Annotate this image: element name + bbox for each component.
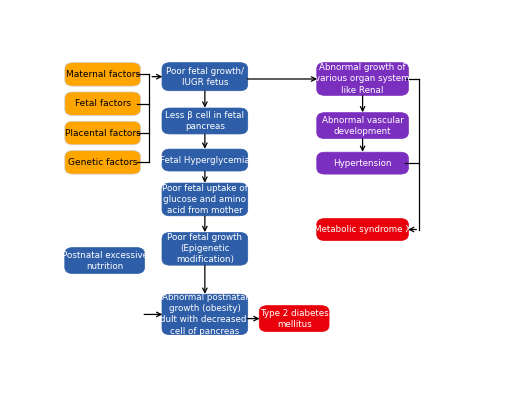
FancyBboxPatch shape: [317, 152, 409, 174]
Text: Fetal Hyperglycemia: Fetal Hyperglycemia: [160, 156, 250, 164]
Text: Postnatal excessive
nutrition: Postnatal excessive nutrition: [61, 251, 147, 271]
FancyBboxPatch shape: [65, 151, 141, 174]
Text: Genetic factors: Genetic factors: [68, 158, 137, 167]
Text: Abnormal growth of
various organ system
like Renal: Abnormal growth of various organ system …: [315, 63, 410, 95]
FancyBboxPatch shape: [65, 92, 141, 115]
FancyBboxPatch shape: [162, 149, 248, 171]
Text: Fetal factors: Fetal factors: [75, 99, 131, 108]
FancyBboxPatch shape: [317, 63, 409, 95]
FancyBboxPatch shape: [162, 233, 248, 265]
Text: Hypertension: Hypertension: [333, 159, 392, 168]
Text: Maternal factors: Maternal factors: [66, 70, 140, 79]
Text: Metabolic syndrome X: Metabolic syndrome X: [314, 225, 411, 234]
Text: Poor fetal growth
(Epigenetic
modification): Poor fetal growth (Epigenetic modificati…: [167, 233, 242, 264]
Text: Poor fetal growth/
IUGR fetus: Poor fetal growth/ IUGR fetus: [166, 67, 244, 87]
Text: Abnormal postnatal
growth (obesity)
Adult with decreased β
cell of pancreas: Abnormal postnatal growth (obesity) Adul…: [155, 293, 255, 336]
FancyBboxPatch shape: [162, 108, 248, 134]
FancyBboxPatch shape: [65, 63, 141, 86]
FancyBboxPatch shape: [65, 121, 141, 145]
FancyBboxPatch shape: [65, 247, 144, 273]
FancyBboxPatch shape: [162, 183, 248, 216]
FancyBboxPatch shape: [317, 113, 409, 139]
FancyBboxPatch shape: [317, 219, 409, 241]
Text: Placental factors: Placental factors: [65, 129, 141, 138]
FancyBboxPatch shape: [162, 63, 248, 91]
Text: Less β cell in fetal
pancreas: Less β cell in fetal pancreas: [165, 111, 244, 131]
Text: Poor fetal uptake of
glucose and amino
acid from mother: Poor fetal uptake of glucose and amino a…: [162, 184, 248, 215]
FancyBboxPatch shape: [162, 294, 248, 335]
Text: Abnormal vascular
development: Abnormal vascular development: [322, 115, 403, 136]
Text: Type 2 diabetes
mellitus: Type 2 diabetes mellitus: [260, 308, 329, 329]
FancyBboxPatch shape: [259, 306, 329, 332]
